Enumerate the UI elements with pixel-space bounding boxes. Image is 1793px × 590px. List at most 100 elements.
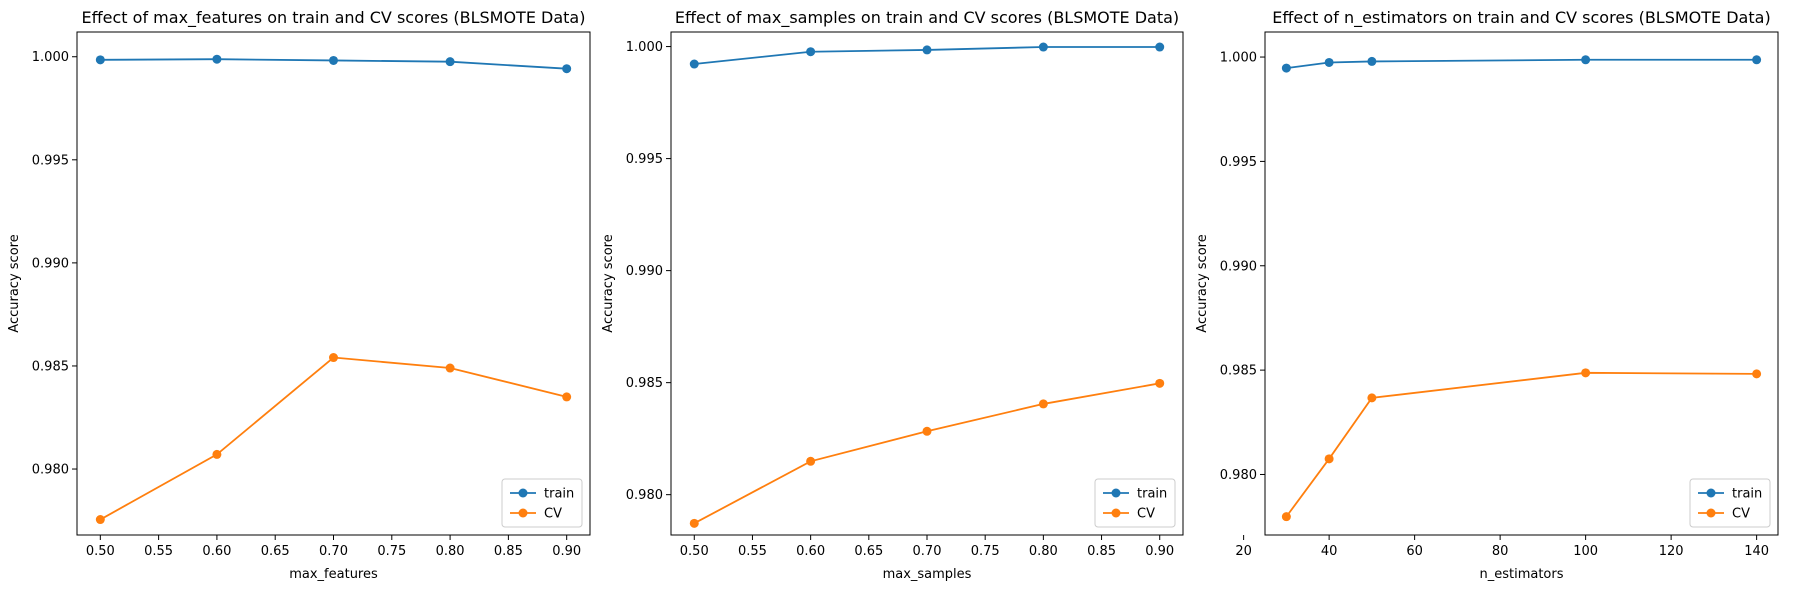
legend-label: train bbox=[544, 487, 574, 502]
y-axis-label: Accuracy score bbox=[7, 234, 22, 332]
x-tick-label: 0.60 bbox=[796, 544, 825, 559]
x-tick-label: 0.80 bbox=[1029, 544, 1058, 559]
x-tick-label: 0.65 bbox=[854, 544, 883, 559]
data-point-cv bbox=[1367, 393, 1377, 403]
data-point-cv bbox=[1581, 368, 1591, 378]
x-tick-label: 0.85 bbox=[1087, 544, 1116, 559]
y-axis-label: Accuracy score bbox=[1195, 234, 1210, 332]
axes-frame bbox=[1264, 31, 1779, 536]
data-point-cv bbox=[212, 449, 222, 459]
x-tick-label: 100 bbox=[1573, 544, 1598, 559]
data-point-train bbox=[212, 54, 222, 64]
data-point-cv bbox=[1155, 378, 1165, 388]
y-tick-label: 0.995 bbox=[32, 153, 69, 168]
y-tick-label: 0.990 bbox=[32, 256, 69, 271]
x-tick-label: 0.70 bbox=[913, 544, 942, 559]
x-tick-label: 140 bbox=[1744, 544, 1769, 559]
legend-label: CV bbox=[1137, 507, 1155, 522]
legend-marker bbox=[518, 508, 528, 518]
series-line-cv bbox=[99, 356, 567, 521]
data-point-cv bbox=[329, 353, 338, 363]
x-tick-label: 80 bbox=[1492, 544, 1509, 559]
chart-panel-1: Effect of max_features on train and CV s… bbox=[7, 8, 591, 582]
data-point-train bbox=[1752, 55, 1762, 65]
y-tick-label: 1.000 bbox=[1220, 51, 1257, 66]
data-point-train bbox=[1155, 42, 1165, 52]
chart-panel-2: Effect of max_samples on train and CV sc… bbox=[601, 8, 1184, 582]
chart-title: Effect of max_features on train and CV s… bbox=[82, 8, 586, 28]
data-point-cv bbox=[1324, 454, 1334, 464]
axes-frame bbox=[670, 31, 1184, 536]
x-tick-label: 0.80 bbox=[436, 544, 465, 559]
series-line-train bbox=[1286, 58, 1757, 70]
x-tick-label: 0.55 bbox=[738, 544, 767, 559]
y-tick-label: 0.990 bbox=[1220, 259, 1257, 274]
legend-marker bbox=[1706, 488, 1716, 498]
data-point-cv bbox=[562, 392, 572, 402]
data-point-cv bbox=[1752, 369, 1762, 379]
x-tick-label: 0.60 bbox=[202, 544, 231, 559]
y-tick-label: 0.985 bbox=[626, 376, 663, 391]
data-point-train bbox=[95, 55, 105, 65]
y-tick-label: 0.980 bbox=[32, 463, 69, 478]
data-point-train bbox=[562, 64, 572, 74]
data-point-train bbox=[806, 47, 816, 57]
legend-marker bbox=[1111, 508, 1121, 518]
data-point-cv bbox=[689, 518, 699, 528]
data-point-cv bbox=[806, 456, 816, 466]
x-tick-label: 0.55 bbox=[144, 544, 173, 559]
chart-panel-3: Effect of n_estimators on train and CV s… bbox=[1195, 8, 1779, 582]
x-tick-label: 0.50 bbox=[86, 544, 115, 559]
x-tick-label: 60 bbox=[1406, 544, 1423, 559]
x-tick-label: 0.65 bbox=[261, 544, 290, 559]
data-point-train bbox=[1281, 63, 1291, 73]
y-tick-label: 1.000 bbox=[32, 50, 69, 65]
data-point-train bbox=[1324, 57, 1334, 67]
y-tick-label: 0.985 bbox=[1220, 364, 1257, 379]
data-point-train bbox=[1038, 42, 1048, 52]
legend-label: CV bbox=[544, 507, 562, 522]
x-axis-label: n_estimators bbox=[1479, 567, 1563, 582]
x-tick-label: 0.90 bbox=[1145, 544, 1174, 559]
data-point-train bbox=[689, 59, 699, 69]
series-line-cv bbox=[693, 382, 1160, 525]
legend-marker bbox=[1111, 488, 1121, 498]
y-tick-label: 0.980 bbox=[626, 488, 663, 503]
legend-marker bbox=[518, 488, 528, 498]
y-tick-label: 0.995 bbox=[626, 152, 663, 167]
series-line-cv bbox=[1285, 371, 1757, 518]
y-tick-label: 0.990 bbox=[626, 264, 663, 279]
data-point-train bbox=[329, 55, 338, 65]
data-point-train bbox=[1581, 55, 1591, 65]
y-tick-label: 0.980 bbox=[1220, 468, 1257, 483]
legend-label: train bbox=[1732, 487, 1762, 502]
chart-title: Effect of max_samples on train and CV sc… bbox=[675, 8, 1179, 28]
legend-label: CV bbox=[1732, 507, 1750, 522]
data-point-cv bbox=[922, 426, 932, 436]
x-tick-label: 20 bbox=[1235, 544, 1252, 559]
y-tick-label: 0.995 bbox=[1220, 155, 1257, 170]
x-axis-label: max_samples bbox=[883, 567, 972, 582]
x-tick-label: 0.85 bbox=[494, 544, 523, 559]
data-point-train bbox=[1367, 56, 1377, 66]
y-tick-label: 0.985 bbox=[32, 359, 69, 374]
chart-title: Effect of n_estimators on train and CV s… bbox=[1272, 8, 1770, 28]
x-tick-label: 40 bbox=[1321, 544, 1338, 559]
data-point-cv bbox=[95, 515, 105, 525]
data-point-cv bbox=[1281, 512, 1291, 522]
x-tick-label: 0.50 bbox=[680, 544, 709, 559]
x-tick-label: 0.70 bbox=[319, 544, 348, 559]
y-axis-label: Accuracy score bbox=[601, 234, 616, 332]
legend-label: train bbox=[1137, 487, 1167, 502]
axes-frame bbox=[76, 31, 591, 536]
data-point-cv bbox=[445, 363, 455, 373]
x-tick-label: 120 bbox=[1659, 544, 1684, 559]
x-tick-label: 0.90 bbox=[552, 544, 581, 559]
data-point-train bbox=[445, 57, 455, 67]
x-axis-label: max_features bbox=[289, 567, 378, 582]
x-tick-label: 0.75 bbox=[971, 544, 1000, 559]
y-tick-label: 1.000 bbox=[626, 40, 663, 55]
x-tick-label: 0.75 bbox=[377, 544, 406, 559]
data-point-cv bbox=[1038, 399, 1048, 409]
